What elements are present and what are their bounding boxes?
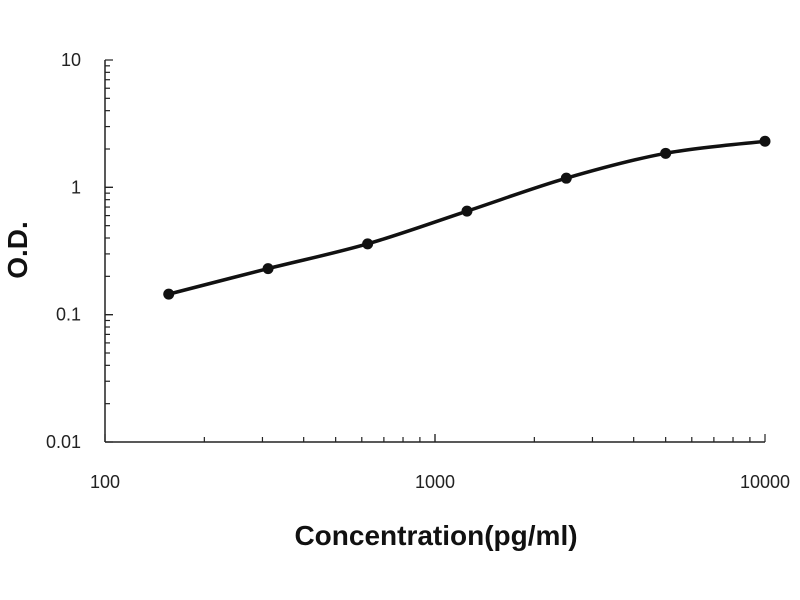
series-line	[166, 139, 767, 296]
x-axis-title: Concentration(pg/ml)	[294, 520, 577, 551]
y-minor-ticks	[105, 59, 113, 443]
axes	[104, 60, 765, 443]
y-tick-label: 1	[71, 177, 81, 197]
y-tick-label: 0.01	[46, 432, 81, 452]
y-tick-labels: 10 1 0.1 0.01	[46, 50, 81, 452]
data-point	[262, 263, 274, 275]
data-point	[362, 238, 374, 250]
x-tick-label: 100	[90, 472, 120, 492]
data-point	[163, 288, 175, 300]
y-tick-label: 0.1	[56, 305, 81, 325]
y-axis-title: O.D.	[2, 221, 33, 279]
data-point	[759, 135, 771, 147]
x-minor-ticks	[104, 434, 766, 442]
data-point	[660, 147, 672, 159]
x-tick-labels: 100 1000 10000	[90, 472, 790, 492]
x-tick-label: 1000	[415, 472, 455, 492]
data-point	[461, 205, 473, 217]
y-tick-label: 10	[61, 50, 81, 70]
data-point	[560, 172, 572, 184]
x-tick-label: 10000	[740, 472, 790, 492]
series-group	[163, 135, 771, 300]
